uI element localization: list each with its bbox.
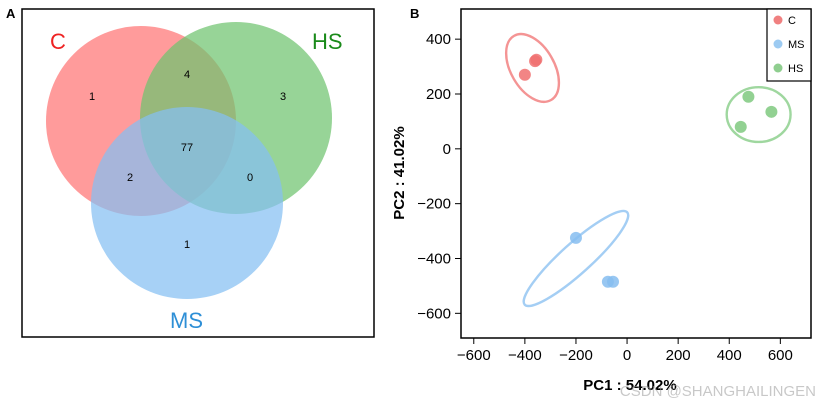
ellipse-hs <box>725 85 792 144</box>
ellipse-ms <box>522 209 630 308</box>
venn-count-c-hs: 4 <box>184 69 190 81</box>
x-tick-label: −200 <box>559 347 593 364</box>
legend-label-c: C <box>788 15 796 27</box>
x-tick-label: 0 <box>623 347 631 364</box>
legend-marker-ms <box>773 39 783 49</box>
venn-label-ms: MS <box>170 308 203 333</box>
x-tick-label: 600 <box>768 347 793 364</box>
x-tick-label: 200 <box>666 347 691 364</box>
y-tick-label: −200 <box>417 196 451 213</box>
point-c <box>518 68 531 81</box>
y-tick-label: −600 <box>417 305 451 322</box>
panel-b-label: B <box>410 6 419 21</box>
confidence-ellipses <box>504 32 792 308</box>
legend-marker-c <box>773 15 783 25</box>
legend: C MS HS <box>766 8 812 82</box>
y-axis: 400 200 0 −200 −400 −600 <box>417 31 461 322</box>
legend-marker-hs <box>773 63 783 73</box>
data-points <box>518 53 778 288</box>
panel-a-label: A <box>6 6 16 21</box>
point-ms <box>607 275 620 288</box>
y-tick-label: 0 <box>443 141 451 158</box>
venn-circle-ms <box>91 107 283 299</box>
x-axis-title: PC1 : 54.02% <box>583 377 676 394</box>
venn-count-c-ms: 2 <box>127 172 133 184</box>
y-tick-label: −400 <box>417 250 451 267</box>
y-tick-label: 400 <box>426 31 451 48</box>
venn-label-hs: HS <box>312 29 343 54</box>
y-tick-label: 200 <box>426 86 451 103</box>
watermark: CSDN @SHANGHAILINGEN <box>620 383 816 400</box>
venn-count-hs-only: 3 <box>280 91 286 103</box>
point-ms <box>569 231 582 244</box>
legend-label-hs: HS <box>788 63 803 75</box>
x-tick-label: −400 <box>508 347 542 364</box>
pca-panel: B −600 −400 −200 0 200 400 600 400 200 0 −200 −400… <box>391 6 812 394</box>
plot-frame <box>460 8 812 339</box>
x-tick-label: −600 <box>457 347 491 364</box>
venn-count-hs-ms: 0 <box>247 172 253 184</box>
point-hs <box>742 90 755 103</box>
x-tick-label: 400 <box>717 347 742 364</box>
y-axis-title: PC2 : 41.02% <box>391 126 408 219</box>
ellipse-c <box>504 32 561 103</box>
point-hs <box>765 105 778 118</box>
x-axis: −600 −400 −200 0 200 400 600 <box>457 338 793 364</box>
point-hs <box>734 120 747 133</box>
venn-count-ms-only: 1 <box>184 239 190 251</box>
venn-count-c-only: 1 <box>89 91 95 103</box>
venn-label-c: C <box>50 29 66 54</box>
point-c <box>530 53 543 66</box>
legend-label-ms: MS <box>788 39 805 51</box>
venn-count-all: 77 <box>181 142 193 154</box>
venn-panel: A C HS MS 1 3 1 4 2 0 77 <box>6 6 375 338</box>
